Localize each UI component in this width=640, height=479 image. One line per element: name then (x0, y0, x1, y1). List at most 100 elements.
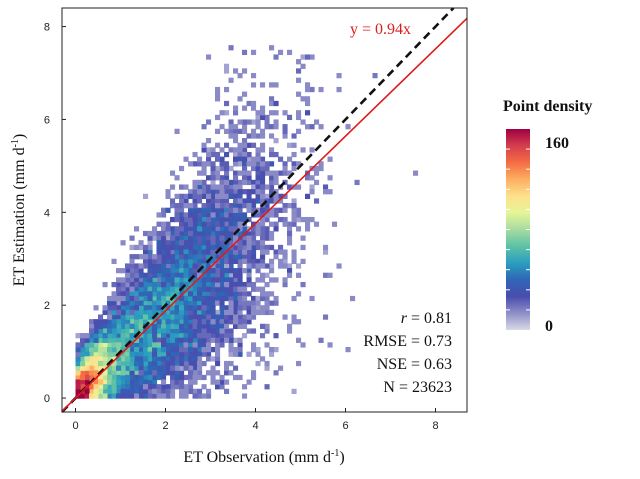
density-cell (116, 314, 122, 320)
density-cell (260, 207, 266, 213)
density-cell (93, 370, 99, 376)
density-cell (206, 216, 212, 223)
density-cell (143, 360, 149, 367)
density-cell (237, 291, 243, 297)
density-cell (264, 305, 270, 311)
density-cell (228, 230, 234, 237)
density-cell (278, 244, 284, 251)
density-cell (165, 351, 171, 357)
density-cell (233, 184, 239, 190)
density-cell (224, 333, 230, 339)
density-cell (219, 226, 225, 232)
density-cell (323, 244, 329, 251)
density-cell (246, 151, 252, 158)
density-cell (93, 305, 99, 311)
density-cell (251, 240, 257, 246)
density-cell (197, 328, 203, 334)
density-cell (215, 175, 221, 181)
density-cell (237, 179, 243, 186)
density-cell (219, 156, 225, 162)
density-cell (219, 291, 225, 297)
density-cell (107, 319, 113, 325)
density-cell (260, 323, 266, 330)
density-cell (201, 170, 207, 176)
density-cell (170, 268, 176, 274)
density-cell (134, 360, 140, 367)
density-cell (210, 203, 216, 209)
density-cell (296, 59, 302, 65)
density-cell (300, 235, 306, 241)
density-cell (246, 142, 252, 148)
density-cell (134, 281, 140, 288)
density-cell (269, 258, 275, 264)
density-cell (215, 314, 221, 320)
density-cell (287, 230, 293, 237)
density-cell (219, 337, 225, 343)
density-cell (255, 189, 261, 195)
density-cell (215, 193, 221, 199)
density-cell (156, 388, 162, 395)
density-cell (228, 342, 234, 348)
density-cell (287, 142, 293, 148)
density-cell (156, 212, 162, 218)
density-cell (219, 319, 225, 325)
density-cell (255, 114, 261, 121)
density-cell (147, 388, 153, 395)
density-cell (134, 226, 140, 232)
density-cell (327, 342, 333, 348)
density-cell (161, 388, 167, 395)
density-cell (242, 49, 248, 56)
density-cell (314, 170, 320, 176)
density-cell (156, 328, 162, 334)
density-cell (134, 300, 140, 306)
density-cell (219, 342, 225, 348)
density-cell (210, 277, 216, 283)
density-cell (206, 138, 212, 144)
density-cell (296, 291, 302, 297)
density-cell (152, 305, 158, 311)
density-cell (174, 360, 180, 367)
density-cell (206, 226, 212, 232)
density-cell (93, 333, 99, 339)
density-cell (111, 393, 117, 399)
density-cell (215, 165, 221, 172)
density-cell (107, 337, 113, 343)
density-cell (242, 216, 248, 223)
density-cell (269, 100, 275, 107)
density-cell (179, 337, 185, 343)
density-cell (183, 235, 189, 241)
density-cell (170, 263, 176, 269)
density-cell (206, 356, 212, 362)
density-cell (224, 226, 230, 232)
density-cell (84, 346, 90, 353)
density-cell (165, 384, 171, 390)
density-cell (183, 319, 189, 325)
density-cell (305, 124, 311, 130)
density-cell (233, 198, 239, 204)
density-cell (120, 346, 126, 353)
density-cell (210, 244, 216, 251)
density-cell (228, 133, 234, 139)
density-cell (170, 314, 176, 320)
density-cell (120, 356, 126, 362)
density-cell (219, 216, 225, 223)
density-cell (237, 346, 243, 353)
density-cell (255, 221, 261, 227)
density-cell (111, 333, 117, 339)
density-cell (269, 45, 275, 51)
density-cell (183, 300, 189, 306)
density-cell (152, 268, 158, 274)
density-cell (183, 193, 189, 199)
density-cell (251, 300, 257, 306)
density-cell (296, 207, 302, 213)
density-cell (102, 319, 108, 325)
density-cell (165, 328, 171, 334)
density-cell (215, 337, 221, 343)
density-cell (129, 281, 135, 288)
density-cell (210, 379, 216, 385)
density-cell (228, 193, 234, 199)
density-cell (206, 323, 212, 330)
density-cell (224, 142, 230, 148)
density-cell (237, 170, 243, 176)
density-cell (282, 124, 288, 130)
